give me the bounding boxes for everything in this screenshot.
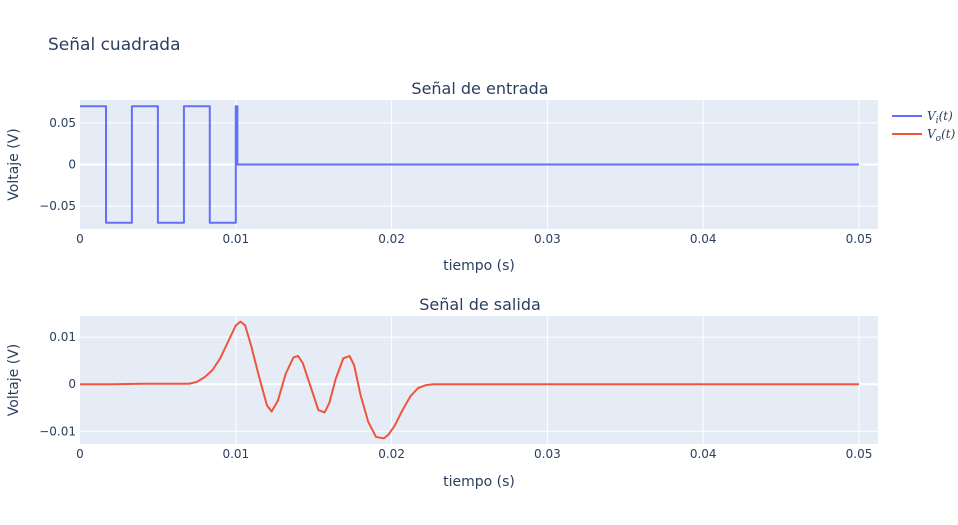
x-tick-label: 0.03: [534, 447, 561, 461]
series-line-input[interactable]: [80, 105, 859, 224]
x-tick-label: 0.04: [690, 232, 717, 246]
legend-label-input-sub: i: [936, 116, 939, 126]
y-tick-label: 0.01: [49, 330, 76, 344]
x-axis-title-input: tiempo (s): [443, 258, 515, 274]
y-tick-label: 0: [68, 377, 76, 391]
x-tick-label: 0: [76, 447, 84, 461]
y-tick-label: −0.05: [39, 199, 76, 213]
x-axis-title-output: tiempo (s): [443, 474, 515, 490]
input-signal-panel: 0 0.01 0.02 0.03 0.04 0.05 0.05 0 −0.05 Señal de …: [6, 79, 878, 274]
legend-item-output[interactable]: Vo(t): [892, 127, 956, 144]
y-axis-title-input: Voltaje (V): [6, 128, 22, 200]
legend-label-output-sub: o: [936, 134, 942, 144]
x-tick-label: 0.01: [222, 447, 249, 461]
legend-label-input-arg: (t): [939, 109, 954, 123]
y-axis-title-output: Voltaje (V): [6, 344, 22, 416]
x-tick-label: 0.03: [534, 232, 561, 246]
y-tick-label: −0.01: [39, 424, 76, 438]
x-tick-label: 0.05: [846, 232, 873, 246]
legend-label-output-arg: (t): [941, 127, 956, 141]
y-tick-label: 0: [68, 158, 76, 172]
x-tick-label: 0.01: [222, 232, 249, 246]
y-tick-label: 0.05: [49, 116, 76, 130]
subplot-title-output: Señal de salida: [419, 295, 541, 314]
svg-text:Vo(t): Vo(t): [927, 127, 956, 144]
x-tick-label: 0.04: [690, 447, 717, 461]
x-tick-label: 0.05: [846, 447, 873, 461]
figure-title: Señal cuadrada: [48, 35, 181, 55]
series-line-output[interactable]: [80, 320, 859, 440]
x-tick-label: 0: [76, 232, 84, 246]
subplot-title-input: Señal de entrada: [411, 79, 548, 98]
svg-text:Vi(t): Vi(t): [927, 109, 953, 126]
x-tick-label: 0.02: [378, 447, 405, 461]
legend: Vi(t) Vo(t): [892, 109, 956, 144]
x-tick-label: 0.02: [378, 232, 405, 246]
legend-label-input-main: V: [927, 109, 937, 123]
legend-label-output-main: V: [927, 127, 937, 141]
legend-item-input[interactable]: Vi(t): [892, 109, 953, 126]
